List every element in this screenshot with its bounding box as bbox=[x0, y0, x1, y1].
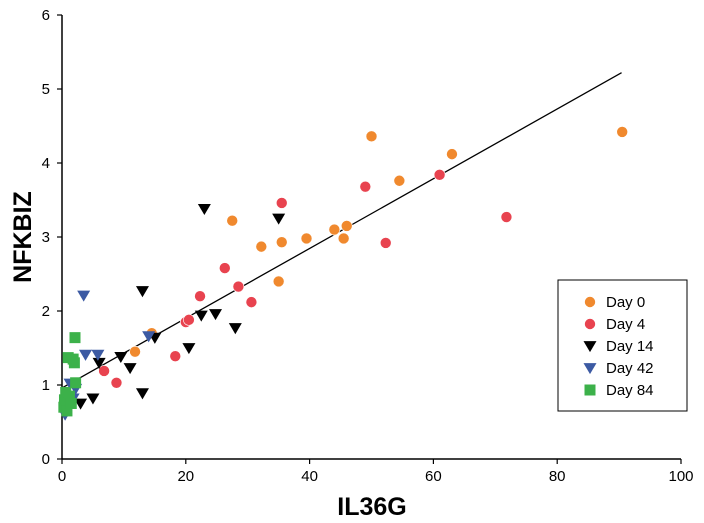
legend-marker bbox=[583, 341, 597, 353]
data-point bbox=[65, 398, 77, 409]
data-point bbox=[61, 405, 73, 417]
data-point bbox=[393, 174, 406, 187]
legend-label: Day 42 bbox=[606, 360, 654, 377]
legend-marker bbox=[584, 318, 596, 330]
data-point bbox=[194, 310, 208, 322]
data-point bbox=[272, 213, 286, 225]
series-group bbox=[58, 332, 82, 417]
data-point bbox=[129, 345, 141, 358]
data-point bbox=[63, 390, 75, 402]
data-point bbox=[272, 275, 285, 288]
y-tick-label: 6 bbox=[42, 7, 50, 24]
legend-marker bbox=[584, 384, 596, 396]
y-tick-label: 4 bbox=[42, 155, 50, 172]
data-point bbox=[500, 211, 513, 223]
data-point bbox=[245, 296, 258, 308]
legend-label: Day 84 bbox=[606, 382, 654, 399]
data-points bbox=[58, 126, 628, 421]
x-tick-label: 40 bbox=[301, 468, 318, 485]
legend-label: Day 14 bbox=[606, 338, 654, 355]
series-group bbox=[74, 204, 286, 410]
data-point bbox=[92, 357, 106, 369]
legend-label: Day 0 bbox=[606, 294, 645, 311]
x-tick-label: 60 bbox=[425, 468, 442, 485]
data-point bbox=[110, 376, 123, 389]
trend-line bbox=[61, 72, 622, 389]
data-point bbox=[74, 398, 88, 410]
data-point bbox=[123, 363, 137, 375]
legend-label: Day 4 bbox=[606, 316, 645, 333]
legend-items: Day 0 Day 4 Day 14 Day 42 Day 84 bbox=[583, 294, 654, 399]
data-point bbox=[183, 314, 195, 326]
data-point bbox=[69, 332, 81, 344]
data-point bbox=[197, 204, 211, 216]
legend-marker bbox=[583, 363, 597, 375]
ticks bbox=[57, 14, 682, 464]
data-point bbox=[86, 393, 100, 405]
data-point bbox=[194, 290, 206, 303]
x-axis-title: IL36G bbox=[337, 493, 406, 521]
y-tick-label: 0 bbox=[42, 451, 50, 468]
data-point bbox=[135, 286, 149, 298]
data-point bbox=[114, 352, 128, 364]
y-tick-label: 3 bbox=[42, 229, 50, 246]
data-point bbox=[209, 309, 223, 321]
data-point bbox=[98, 365, 110, 377]
x-tick-label: 0 bbox=[58, 468, 66, 485]
data-point bbox=[433, 169, 446, 181]
data-point bbox=[228, 323, 242, 335]
y-axis-title: NFKBIZ bbox=[9, 191, 37, 283]
data-point bbox=[142, 331, 156, 343]
y-tick-label: 5 bbox=[42, 81, 50, 98]
data-point bbox=[77, 290, 91, 302]
data-point bbox=[182, 343, 196, 355]
data-point bbox=[340, 220, 353, 232]
data-point bbox=[275, 236, 288, 248]
data-point bbox=[226, 214, 239, 227]
data-point bbox=[379, 237, 392, 249]
data-point bbox=[328, 223, 341, 236]
series-group bbox=[98, 169, 513, 389]
data-point bbox=[337, 232, 350, 245]
data-point bbox=[275, 197, 288, 209]
data-point bbox=[68, 357, 80, 369]
data-point bbox=[218, 262, 231, 274]
y-tick-label: 1 bbox=[42, 377, 50, 394]
legend-marker bbox=[584, 296, 596, 308]
data-point bbox=[446, 148, 458, 160]
x-tick-label: 80 bbox=[549, 468, 566, 485]
data-point bbox=[79, 349, 93, 361]
data-point bbox=[70, 377, 82, 389]
x-tick-label: 20 bbox=[177, 468, 194, 485]
data-point bbox=[365, 130, 378, 143]
data-point bbox=[255, 240, 268, 253]
data-point bbox=[300, 232, 313, 245]
legend-box bbox=[557, 279, 688, 412]
tick-labels: 0 20 40 60 80 100 0 1 2 3 4 5 6 bbox=[42, 7, 694, 485]
data-point bbox=[135, 388, 149, 400]
data-point bbox=[169, 350, 182, 362]
data-point bbox=[359, 180, 372, 193]
legend: Day 0 Day 4 Day 14 Day 42 Day 84 bbox=[557, 279, 688, 412]
y-tick-label: 2 bbox=[42, 303, 50, 320]
data-point bbox=[91, 349, 105, 361]
series-group bbox=[129, 126, 628, 358]
x-tick-label: 100 bbox=[668, 468, 693, 485]
data-point bbox=[616, 126, 628, 138]
data-point bbox=[232, 280, 245, 293]
